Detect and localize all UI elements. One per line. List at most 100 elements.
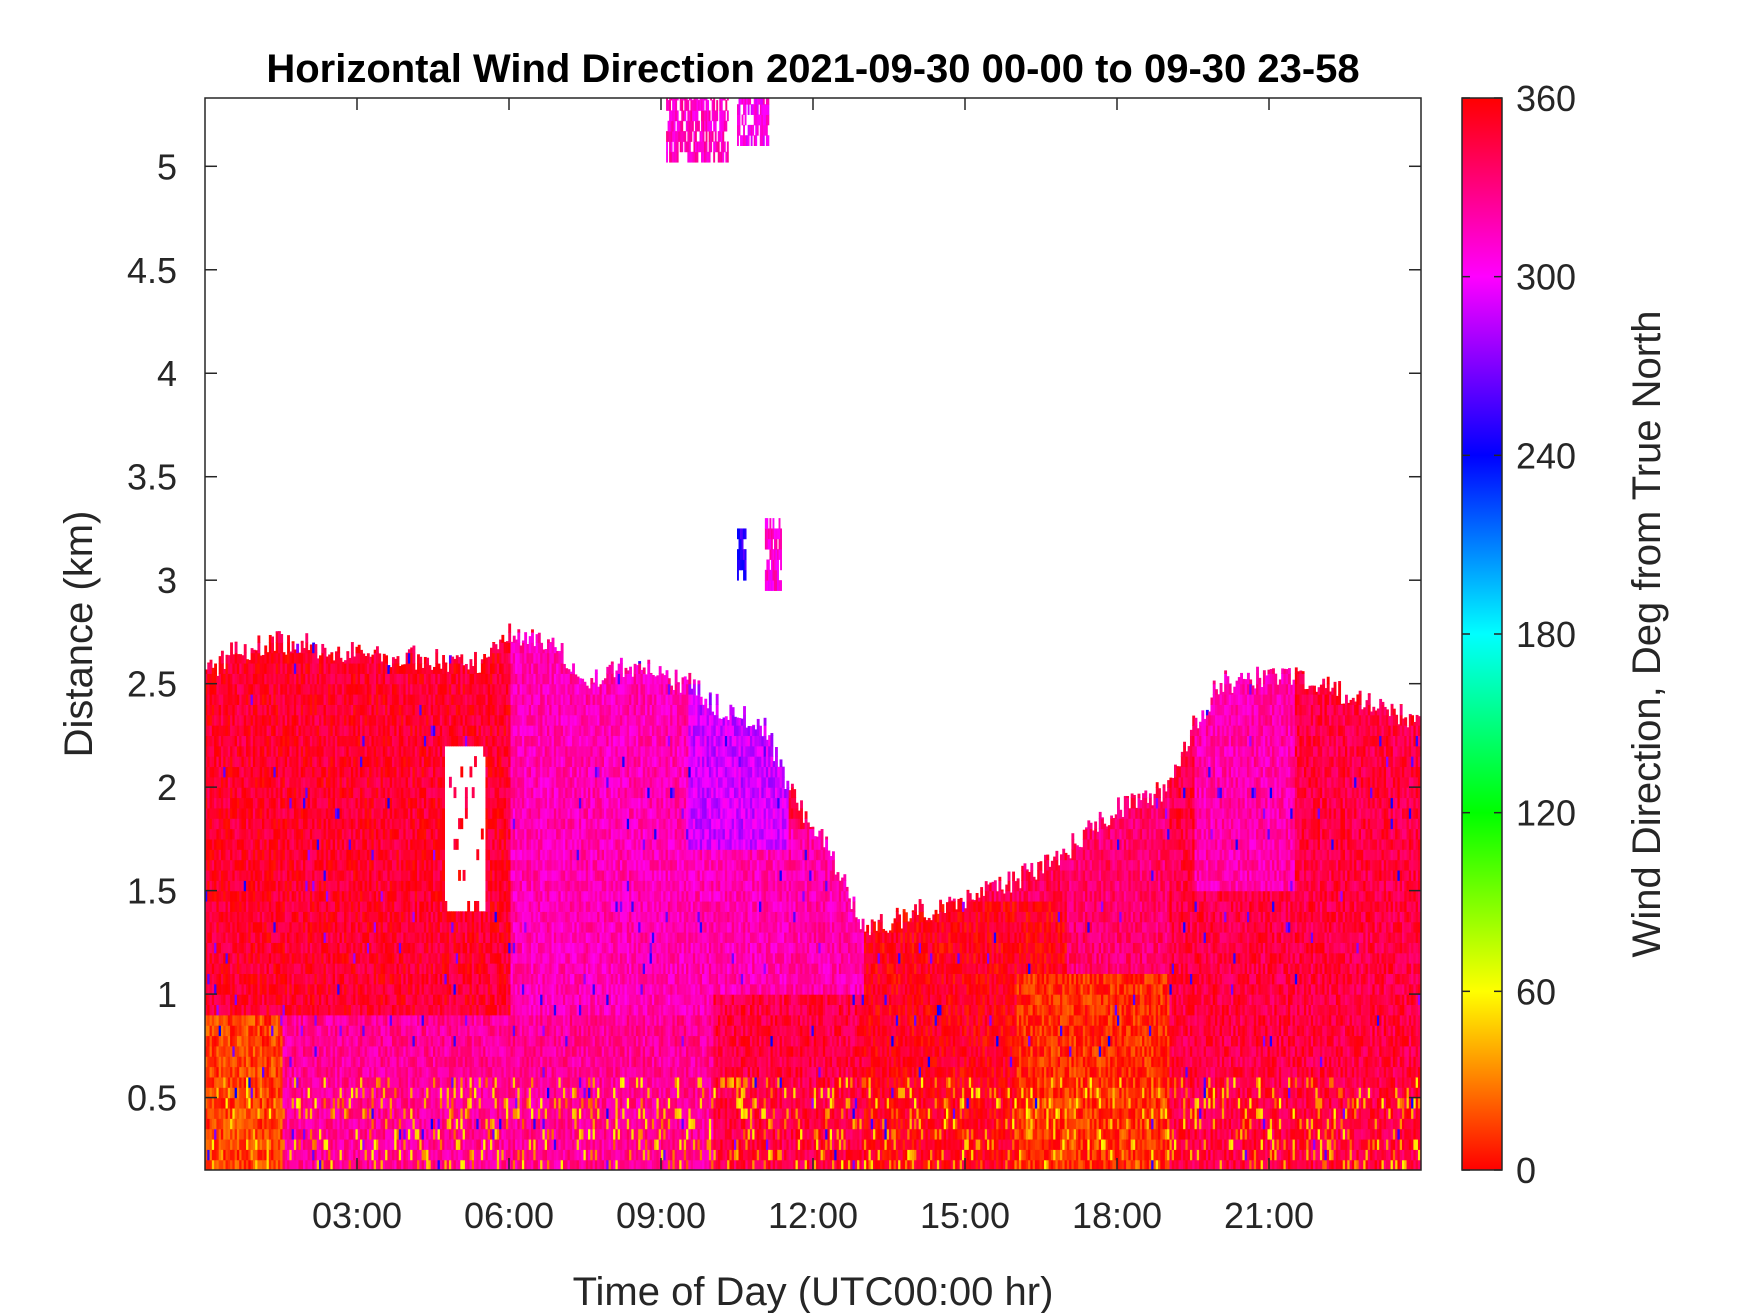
heatmap-cell xyxy=(275,642,279,654)
heatmap-cell xyxy=(341,911,345,923)
heatmap-cell xyxy=(312,787,316,799)
heatmap-cell xyxy=(355,1025,359,1037)
heatmap-cell xyxy=(350,704,354,716)
heatmap-cell xyxy=(268,673,272,685)
heatmap-cell xyxy=(257,973,261,985)
heatmap-cell xyxy=(341,1056,345,1068)
heatmap-cell xyxy=(360,1107,363,1119)
heatmap-cell xyxy=(341,766,345,778)
heatmap-cell xyxy=(350,714,354,726)
heatmap-cell xyxy=(319,807,322,819)
heatmap-cell xyxy=(391,1014,395,1026)
heatmap-cell xyxy=(373,662,377,674)
heatmap-cell xyxy=(341,1128,345,1140)
heatmap-cell xyxy=(307,859,311,871)
heatmap-cell xyxy=(271,849,274,861)
heatmap-cell xyxy=(373,973,377,985)
heatmap-cell xyxy=(275,849,279,861)
heatmap-cell xyxy=(321,994,325,1006)
heatmap-cell xyxy=(369,1128,373,1140)
heatmap-cell xyxy=(205,921,208,933)
heatmap-cell xyxy=(325,807,329,819)
heatmap-cell xyxy=(309,1035,313,1047)
heatmap-cell xyxy=(312,807,316,819)
heatmap-cell xyxy=(303,994,306,1006)
heatmap-cell xyxy=(296,745,300,757)
heatmap-cell xyxy=(321,942,325,954)
heatmap-cell xyxy=(248,1138,252,1150)
heatmap-cell xyxy=(264,662,268,674)
heatmap-cell xyxy=(259,932,263,943)
heatmap-cell xyxy=(293,973,297,985)
heatmap-cell xyxy=(246,1066,249,1078)
heatmap-cell xyxy=(255,890,259,902)
heatmap-cell xyxy=(376,1045,379,1057)
heatmap-cell xyxy=(309,859,313,871)
heatmap-cell xyxy=(255,818,259,830)
heatmap-cell xyxy=(209,1138,213,1150)
heatmap-cell xyxy=(282,797,286,809)
heatmap-cell xyxy=(389,890,393,902)
heatmap-cell xyxy=(218,1118,222,1130)
heatmap-cell xyxy=(330,942,334,954)
heatmap-cell xyxy=(344,776,347,788)
heatmap-cell xyxy=(273,911,277,923)
heatmap-cell xyxy=(205,756,208,768)
heatmap-cell xyxy=(230,652,233,664)
heatmap-cell xyxy=(316,1107,320,1119)
heatmap-cell xyxy=(387,1056,391,1068)
heatmap-cell xyxy=(225,1097,229,1109)
heatmap-cell xyxy=(346,776,350,788)
heatmap-cell xyxy=(252,787,256,799)
heatmap-cell xyxy=(225,932,229,943)
heatmap-cell xyxy=(211,952,215,964)
heatmap-cell xyxy=(225,756,229,768)
heatmap-cell xyxy=(230,1014,233,1026)
heatmap-cell xyxy=(284,725,288,737)
heatmap-cell xyxy=(339,1066,343,1078)
heatmap-cell xyxy=(296,1045,300,1057)
heatmap-cell xyxy=(255,1097,259,1109)
heatmap-cell xyxy=(378,983,382,995)
heatmap-cell xyxy=(287,911,290,923)
heatmap-cell xyxy=(376,911,379,923)
heatmap-cell xyxy=(357,818,361,830)
heatmap-cell xyxy=(344,880,347,892)
heatmap-cell xyxy=(223,828,227,840)
heatmap-cell xyxy=(362,828,366,840)
heatmap-cell xyxy=(280,1025,284,1037)
heatmap-cell xyxy=(223,952,227,964)
heatmap-cell xyxy=(357,900,361,912)
heatmap-cell xyxy=(330,1004,334,1016)
heatmap-cell xyxy=(291,652,295,664)
heatmap-cell xyxy=(339,849,343,861)
heatmap-cell xyxy=(205,1097,208,1109)
heatmap-cell xyxy=(298,921,302,933)
heatmap-cell xyxy=(223,1138,227,1150)
heatmap-cell xyxy=(262,704,265,716)
heatmap-cell xyxy=(220,662,224,674)
heatmap-cell xyxy=(246,1107,249,1119)
heatmap-cell xyxy=(211,1076,215,1088)
heatmap-cell xyxy=(366,900,370,912)
heatmap-cell xyxy=(291,766,295,778)
heatmap-cell xyxy=(239,994,243,1006)
heatmap-cell xyxy=(337,963,341,974)
heatmap-cell xyxy=(387,973,391,985)
heatmap-cell xyxy=(209,818,213,830)
heatmap-cell xyxy=(341,849,345,861)
heatmap-cell xyxy=(355,869,359,881)
heatmap-cell xyxy=(293,662,297,674)
heatmap-cell xyxy=(271,735,274,747)
heatmap-cell xyxy=(223,963,227,974)
heatmap-cell xyxy=(323,942,327,954)
heatmap-cell xyxy=(216,921,220,933)
heatmap-cell xyxy=(323,921,327,933)
heatmap-cell xyxy=(314,942,318,954)
heatmap-cell xyxy=(216,952,220,964)
heatmap-cell xyxy=(387,735,391,747)
heatmap-cell xyxy=(230,994,233,1006)
heatmap-cell xyxy=(257,683,261,695)
heatmap-cell xyxy=(223,818,227,830)
heatmap-cell xyxy=(271,952,274,964)
